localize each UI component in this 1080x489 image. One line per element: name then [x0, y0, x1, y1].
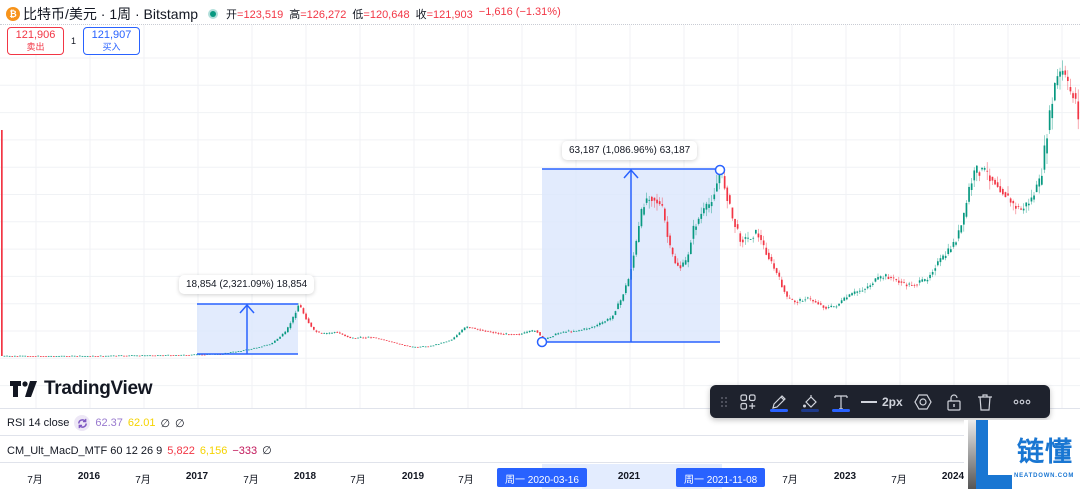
measure-anchor-handle[interactable] — [536, 336, 548, 348]
time-tick: 2016 — [77, 471, 101, 482]
settings-button[interactable] — [907, 385, 938, 418]
time-tick: 2024 — [941, 471, 965, 482]
time-tick: 2019 — [401, 471, 425, 482]
macd-signal-value: 6,156 — [199, 444, 228, 457]
time-tick: 7月 — [782, 475, 798, 486]
time-tick: 2018 — [293, 471, 317, 482]
time-tick: 2017 — [185, 471, 209, 482]
tradingview-logo[interactable]: TradingView — [10, 378, 153, 400]
line-color-button[interactable] — [763, 385, 794, 418]
more-button[interactable] — [1000, 385, 1044, 418]
rsi-empty-1: ∅ — [160, 417, 171, 430]
low-value: =120,648 — [363, 9, 410, 21]
low-label: 低 — [352, 9, 364, 21]
time-axis[interactable]: 7月 2016 7月 2017 7月 2018 7月 2019 7月 2021 7月 2023 7月 20… — [0, 464, 1080, 489]
trash-icon — [977, 393, 992, 411]
line-width-button[interactable]: 2px — [856, 385, 907, 418]
rsi-indicator-legend[interactable]: RSI 14 close 62.37 62.01 ∅ ∅ — [7, 415, 185, 431]
ohlc-values: 开=123,519 高=126,272 低=120,648 收=121,903 … — [226, 6, 561, 22]
macd-indicator-legend[interactable]: CM_Ult_MacD_MTF 60 12 26 9 5,822 6,156 −… — [7, 444, 272, 458]
time-axis-separator — [0, 462, 1080, 463]
settings-icon — [914, 393, 932, 410]
buy-price: 121,907 — [91, 29, 132, 41]
open-label: 开 — [226, 9, 238, 21]
buy-button[interactable]: 121,907 买入 — [83, 27, 140, 55]
sell-button[interactable]: 121,906 卖出 — [7, 27, 64, 55]
rsi-empty-2: ∅ — [175, 417, 185, 430]
time-flag-start: 周一 2020-03-16 — [497, 468, 587, 487]
text-icon — [834, 394, 848, 410]
chart-canvas[interactable] — [0, 0, 1080, 408]
templates-button[interactable] — [732, 385, 763, 418]
time-tick: 2023 — [833, 471, 857, 482]
bitcoin-icon: ₿ — [6, 7, 20, 21]
rsi-name: RSI 14 close — [7, 417, 70, 429]
sell-price: 121,906 — [15, 29, 56, 41]
trade-panel: 121,906 卖出 1 121,907 买入 — [7, 27, 140, 55]
rsi-value: 62.37 — [95, 417, 123, 429]
more-icon — [1013, 399, 1031, 404]
rsi-ma-value: 62.01 — [127, 417, 156, 429]
time-flag-end: 周一 2021-11-08 — [676, 468, 766, 487]
watermark-logo-icon — [968, 420, 1012, 489]
time-tick: 7月 — [27, 475, 43, 486]
measure-label-1: 18,854 (2,321.09%) 18,854 — [179, 275, 315, 294]
line-color-swatch — [769, 409, 788, 412]
high-label: 高 — [289, 9, 301, 21]
line-width-value: 2px — [882, 394, 903, 409]
text-color-swatch — [831, 409, 850, 412]
macd-empty: ∅ — [262, 445, 272, 457]
macd-value: 5,822 — [167, 444, 195, 457]
text-color-button[interactable] — [825, 385, 856, 418]
tradingview-wordmark: TradingView — [44, 378, 153, 399]
buy-label: 买入 — [102, 42, 121, 52]
pencil-icon — [772, 394, 786, 409]
drawing-toolbar: 2px — [710, 385, 1050, 418]
price-chart[interactable]: ₿ 比特币/美元 · 1周 · Bitstamp 开=123,519 高=126… — [0, 0, 1080, 408]
unlock-icon — [947, 393, 961, 411]
fill-color-swatch — [800, 409, 819, 412]
open-value: =123,519 — [237, 9, 284, 21]
time-tick: 2021 — [617, 471, 641, 482]
measure-label-2: 63,187 (1,086.96%) 63,187 — [562, 141, 698, 160]
pane-separator[interactable] — [0, 435, 1080, 436]
pane-separator[interactable] — [0, 408, 1080, 409]
high-value: =126,272 — [300, 9, 347, 21]
watermark — [964, 420, 1080, 489]
fill-color-button[interactable] — [794, 385, 825, 418]
paint-bucket-icon — [802, 394, 817, 408]
time-tick: 7月 — [891, 475, 907, 486]
refresh-icon[interactable] — [74, 415, 91, 431]
quantity[interactable]: 1 — [70, 36, 76, 46]
sell-label: 卖出 — [26, 42, 45, 52]
measure-anchor-handle[interactable] — [714, 164, 726, 176]
line-style-icon — [861, 400, 877, 403]
tradingview-logo-icon — [10, 381, 37, 397]
close-label: 收 — [415, 9, 427, 21]
legend-separator — [0, 24, 1080, 25]
macd-name: CM_Ult_MacD_MTF 60 12 26 9 — [7, 444, 163, 457]
symbol-title[interactable]: 比特币/美元 · 1周 · Bitstamp — [23, 6, 199, 22]
close-value: =121,903 — [426, 9, 473, 21]
time-tick: 7月 — [350, 475, 366, 486]
delete-button[interactable] — [969, 385, 1000, 418]
lock-button[interactable] — [938, 385, 969, 418]
drag-handle-icon[interactable] — [716, 385, 732, 418]
watermark-text: 链懂 — [1017, 437, 1073, 467]
macd-histogram-value: −333 — [232, 444, 258, 457]
watermark-subtext: NEATDOWN.COM — [1014, 473, 1075, 479]
templates-icon — [740, 393, 756, 410]
change-value: −1,616 (−1.31%) — [478, 6, 561, 18]
time-tick: 7月 — [243, 475, 259, 486]
symbol-legend: ₿ 比特币/美元 · 1周 · Bitstamp 开=123,519 高=126… — [6, 5, 561, 23]
time-tick: 7月 — [458, 475, 474, 486]
time-tick: 7月 — [135, 475, 151, 486]
market-status-dot-icon — [208, 9, 219, 19]
